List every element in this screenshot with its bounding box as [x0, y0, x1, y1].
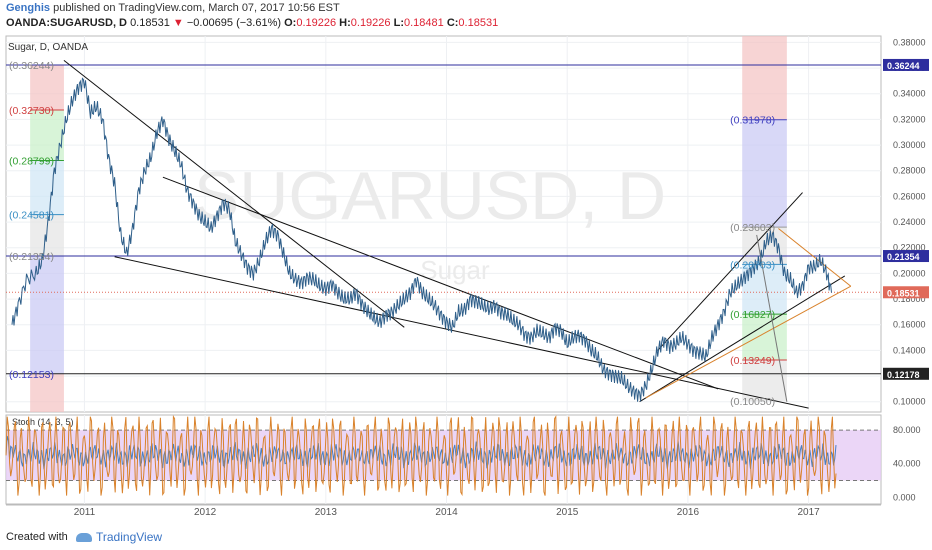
- y-tick-label: 0.18000: [893, 294, 926, 304]
- high-label: H:: [339, 17, 351, 29]
- price-tag: [883, 250, 929, 263]
- fib-label: (0.28799): [9, 155, 54, 167]
- fib-label: (0.24581): [9, 210, 54, 222]
- fib-zone-band: [30, 160, 64, 215]
- trend-line: [114, 256, 809, 409]
- price-line: [11, 77, 832, 402]
- published-text: published on TradingView.com, March 07, …: [53, 2, 340, 14]
- watermark-symbol: SUGARUSD, D: [194, 158, 666, 234]
- stoch-tick-label: 80.000: [893, 425, 921, 435]
- author-link[interactable]: Genghis: [6, 2, 51, 14]
- fib-zone-band: [30, 64, 64, 111]
- tradingview-logo[interactable]: TradingView: [76, 530, 162, 544]
- fib-label: (0.23603): [730, 222, 775, 234]
- fib-label: (0.20703): [730, 259, 775, 271]
- trend-line: [657, 192, 803, 351]
- chart-area[interactable]: SUGARUSD, D Sugar (0.36244) (0.32730) (0.287…: [0, 34, 932, 525]
- stoch-tick-label: 0.000: [893, 492, 916, 502]
- low-label: L:: [393, 17, 404, 29]
- close-label: C:: [446, 17, 459, 29]
- fib-zone-band: [30, 256, 64, 375]
- x-tick-label: 2015: [556, 507, 579, 518]
- low-value: 0.18481: [403, 17, 444, 29]
- fib-label: (0.12153): [9, 369, 54, 381]
- stoch-title: Stoch (14, 3, 5): [12, 417, 74, 427]
- trend-line: [639, 275, 846, 403]
- y-tick-label: 0.30000: [893, 140, 926, 150]
- fib-label: (0.36244): [9, 60, 54, 72]
- price-tag: [883, 286, 929, 299]
- cloud-icon: [76, 533, 92, 543]
- change-value: −0.00695 (−3.61%): [186, 17, 282, 29]
- fib-label: (0.32730): [9, 105, 54, 117]
- x-tick-label: 2012: [194, 507, 217, 518]
- fib-zone-band: [742, 36, 787, 120]
- x-tick-label: 2014: [435, 507, 458, 518]
- fib-label: (0.21354): [9, 251, 54, 263]
- y-tick-label: 0.22000: [893, 243, 926, 253]
- watermark-name: Sugar: [420, 255, 490, 285]
- high-value: 0.19226: [350, 17, 391, 29]
- y-tick-label: 0.28000: [893, 166, 926, 176]
- y-tick-label: 0.26000: [893, 191, 926, 201]
- triangle-line: [778, 228, 852, 287]
- quote-line: OANDA:SUGARUSD, D 0.18531 ▼ −0.00695 (−3…: [6, 17, 498, 29]
- y-tick-label: 0.10000: [893, 397, 926, 407]
- x-tick-label: 2016: [677, 507, 700, 518]
- y-tick-label: 0.38000: [893, 37, 926, 47]
- price-tag-label: 0.21354: [887, 252, 920, 262]
- publish-line: Genghis published on TradingView.com, Ma…: [6, 2, 340, 14]
- price-tag-label: 0.12178: [887, 370, 920, 380]
- dashed-projection: [756, 234, 788, 402]
- fib-zone-band: [742, 264, 787, 315]
- y-tick-label: 0.34000: [893, 89, 926, 99]
- price-tag: [883, 367, 929, 380]
- fib-label: (0.16827): [730, 309, 775, 321]
- fib-label: (0.13249): [730, 355, 775, 367]
- stoch-k-line: [5, 415, 837, 497]
- y-tick-label: 0.14000: [893, 345, 926, 355]
- chart-title: Sugar, D, OANDA: [8, 42, 88, 53]
- fib-label: (0.10050): [730, 396, 775, 408]
- y-tick-label: 0.20000: [893, 268, 926, 278]
- price-tag-label: 0.18531: [887, 288, 920, 298]
- fib-label: (0.31978): [730, 115, 775, 127]
- footer: Created with TradingView: [0, 525, 932, 550]
- stoch-tick-label: 40.000: [893, 459, 921, 469]
- x-tick-label: 2013: [315, 507, 338, 518]
- price-tag-label: 0.36244: [887, 61, 920, 71]
- open-value: 0.19226: [296, 17, 337, 29]
- last-price: 0.18531: [130, 17, 170, 29]
- x-tick-label: 2017: [797, 507, 820, 518]
- created-with-label: Created with: [6, 531, 68, 543]
- trend-line: [63, 59, 405, 328]
- price-tag: [883, 58, 929, 71]
- trend-line: [162, 176, 719, 390]
- y-tick-label: 0.24000: [893, 217, 926, 227]
- x-tick-label: 2011: [74, 507, 96, 518]
- down-arrow-icon: ▼: [172, 17, 184, 29]
- fib-zone-band: [742, 314, 787, 361]
- brand-label: TradingView: [96, 530, 163, 544]
- open-label: O:: [284, 17, 297, 29]
- fib-zone-band: [742, 119, 787, 228]
- fib-zone-band: [742, 360, 787, 402]
- fib-zone-band: [30, 374, 64, 412]
- chart-header: Genghis published on TradingView.com, Ma…: [0, 0, 932, 34]
- y-tick-label: 0.16000: [893, 320, 926, 330]
- triangle-line: [645, 285, 852, 399]
- y-tick-label: 0.32000: [893, 114, 926, 124]
- symbol-label: OANDA:SUGARUSD, D: [6, 17, 127, 29]
- close-value: 0.18531: [458, 17, 499, 29]
